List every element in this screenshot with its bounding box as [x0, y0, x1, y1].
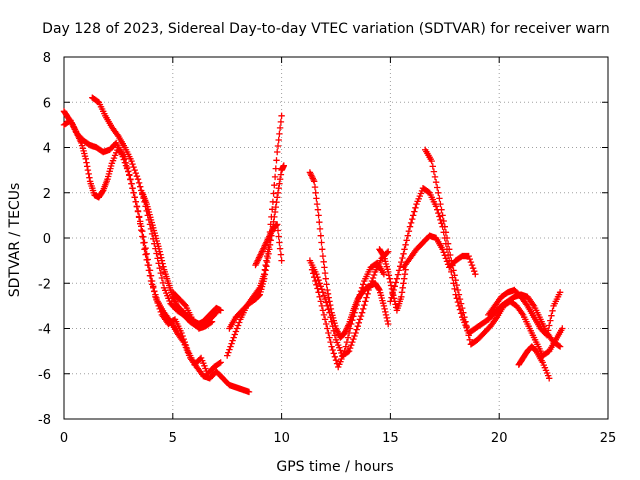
y-tick-label: 6: [43, 96, 51, 111]
y-tick-label: 2: [43, 187, 51, 202]
x-tick-label: 25: [600, 431, 617, 446]
x-ticks: 0 5 10 15 20 25: [60, 57, 616, 446]
data-point-markers: [306, 169, 392, 341]
series-arc-16: [376, 246, 409, 314]
series-arc-2: [60, 108, 253, 396]
chart-title: Day 128 of 2023, Sidereal Day-to-day VTE…: [42, 21, 610, 37]
grid: [64, 57, 608, 419]
data-point-markers: [226, 162, 287, 332]
x-tick-label: 15: [382, 431, 399, 446]
y-axis-label: SDTVAR / TECUs: [7, 183, 23, 298]
data-point-markers: [376, 246, 409, 314]
data-point-markers: [60, 108, 253, 396]
series-arc-7: [226, 162, 287, 332]
data-point-markers: [422, 146, 566, 359]
data-point-markers: [515, 343, 553, 382]
series-arc-17: [515, 343, 553, 382]
data-point-markers: [169, 289, 216, 332]
x-axis-label: GPS time / hours: [276, 459, 393, 475]
data-point-markers: [139, 189, 224, 328]
x-tick-label: 5: [169, 431, 177, 446]
data-points: [60, 94, 566, 396]
y-tick-label: -6: [38, 368, 51, 383]
x-tick-label: 20: [491, 431, 508, 446]
data-point-markers: [308, 259, 388, 371]
y-tick-label: 0: [43, 232, 51, 247]
y-tick-label: -2: [38, 277, 51, 292]
data-point-markers: [400, 232, 479, 278]
series-arc-14: [400, 232, 479, 278]
series-arc-11: [308, 259, 388, 371]
series-arc-8: [252, 221, 285, 269]
series-arc-5: [169, 289, 216, 332]
data-point-markers: [252, 221, 285, 269]
y-tick-label: 8: [43, 51, 51, 66]
x-tick-label: 10: [273, 431, 290, 446]
series-arc-13: [422, 146, 566, 359]
data-point-markers: [485, 286, 564, 339]
x-tick-label: 0: [60, 431, 68, 446]
series-arc-4: [139, 189, 224, 328]
y-tick-label: 4: [43, 142, 51, 157]
series-arc-9: [306, 169, 392, 341]
series-arc-15: [485, 286, 564, 339]
y-tick-label: -8: [38, 413, 51, 428]
y-ticks: -8 -6 -4 -2 0 2 4 6 8: [38, 51, 608, 428]
y-tick-label: -4: [38, 323, 51, 338]
